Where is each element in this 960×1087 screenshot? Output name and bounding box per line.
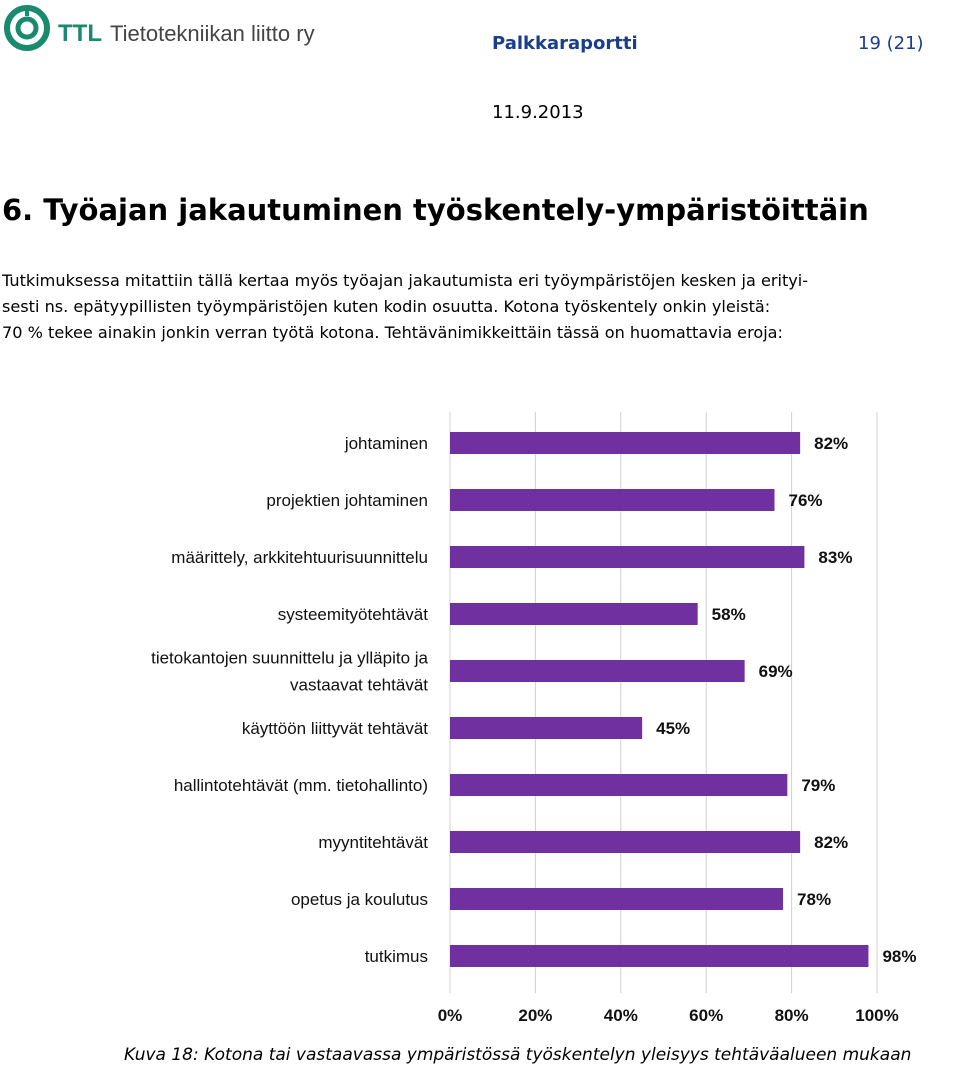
page-number: 19 (21) (858, 33, 924, 54)
bar (450, 774, 788, 796)
x-tick-label: 20% (518, 1006, 552, 1025)
bar (450, 831, 801, 853)
category-label: käyttöön liittyvät tehtävät (242, 719, 428, 738)
organization-logo (2, 2, 292, 54)
bar (450, 603, 698, 625)
paragraph-line: Tutkimuksessa mitattiin tällä kertaa myö… (2, 271, 809, 290)
paragraph-line: sesti ns. epätyypillisten työympäristöje… (2, 297, 771, 316)
logo-brand: TTL (58, 20, 102, 47)
value-label: 58% (712, 605, 746, 624)
report-title: Palkkaraportti (492, 33, 638, 54)
bar (450, 546, 805, 568)
bar (450, 888, 784, 910)
bar (450, 660, 745, 682)
category-label: myyntitehtävät (318, 833, 428, 852)
category-label: määrittely, arkkitehtuurisuunnittelu (171, 548, 428, 567)
bar (450, 717, 643, 739)
body-paragraph: Tutkimuksessa mitattiin tällä kertaa myö… (2, 268, 958, 346)
value-label: 82% (814, 434, 848, 453)
ttl-logo-icon (4, 5, 50, 51)
value-label: 78% (797, 890, 831, 909)
category-label: opetus ja koulutus (291, 890, 428, 909)
section-heading: 6. Työajan jakautuminen työskentely-ympä… (2, 193, 869, 227)
bar (450, 945, 869, 967)
category-label: tietokantojen suunnittelu ja ylläpito ja (151, 649, 428, 668)
x-tick-label: 60% (689, 1006, 723, 1025)
figure-caption: Kuva 18: Kotona tai vastaavassa ympärist… (124, 1045, 912, 1065)
value-label: 76% (789, 491, 823, 510)
value-label: 45% (656, 719, 690, 738)
category-label: tutkimus (365, 947, 428, 966)
value-label: 83% (818, 548, 852, 567)
category-label: systeemityötehtävät (278, 605, 429, 624)
bar (450, 489, 775, 511)
logo-org-name: Tietotekniikan liitto ry (109, 21, 315, 46)
x-tick-label: 0% (438, 1006, 463, 1025)
logo-wordmark: TTL Tietotekniikan liitto ry (58, 20, 315, 48)
category-label: projektien johtaminen (266, 491, 428, 510)
category-label: johtaminen (344, 434, 428, 453)
x-tick-label: 100% (855, 1006, 898, 1025)
report-date: 11.9.2013 (492, 102, 584, 123)
value-label: 79% (801, 776, 835, 795)
value-label: 82% (814, 833, 848, 852)
category-label: hallintotehtävät (mm. tietohallinto) (174, 776, 428, 795)
x-tick-label: 40% (604, 1006, 638, 1025)
value-label: 98% (882, 947, 916, 966)
x-tick-label: 80% (775, 1006, 809, 1025)
bar (450, 432, 801, 454)
category-label: vastaavat tehtävät (290, 676, 428, 695)
value-label: 69% (759, 662, 793, 681)
paragraph-line: 70 % tekee ainakin jonkin verran työtä k… (2, 323, 783, 342)
bar-chart: 0% 20% 40% 60% 80% 100% 82% johtaminen 76% projek… (151, 412, 916, 1025)
